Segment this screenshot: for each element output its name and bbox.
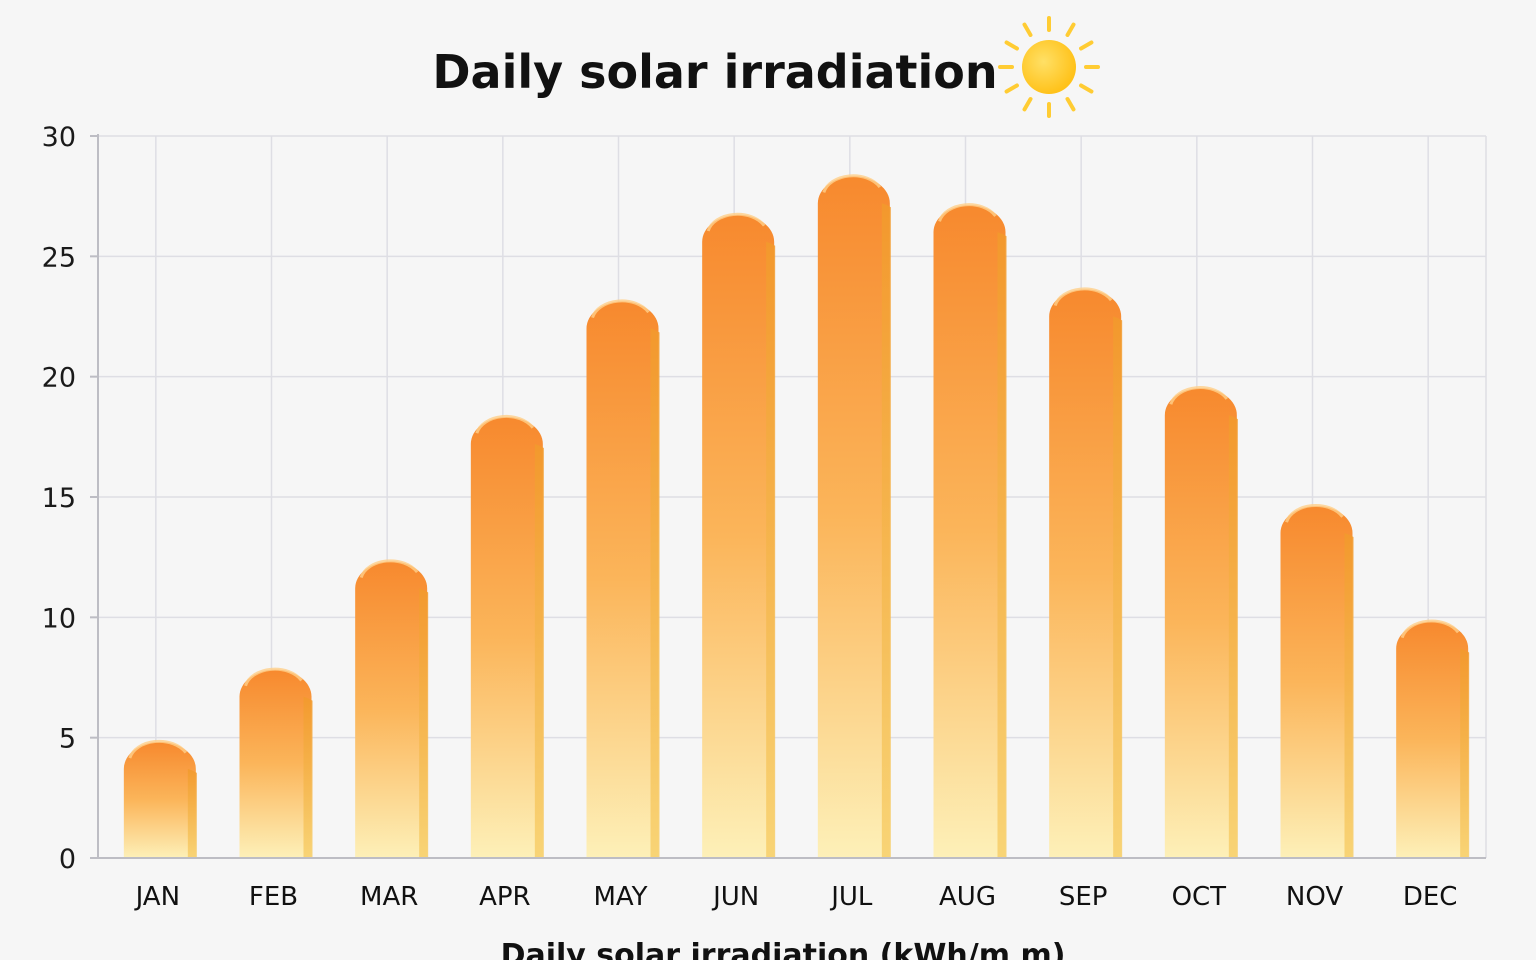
bar bbox=[1280, 504, 1354, 858]
bar-edge bbox=[419, 588, 429, 858]
x-tick-label: MAY bbox=[593, 882, 647, 912]
bar bbox=[470, 414, 544, 858]
bar-cap bbox=[244, 667, 303, 687]
x-tick-label: FEB bbox=[249, 882, 298, 912]
bar-body bbox=[355, 561, 428, 858]
bar-cap bbox=[706, 212, 766, 232]
x-tick-label: DEC bbox=[1403, 882, 1458, 912]
bar-body bbox=[1049, 289, 1122, 858]
bar bbox=[239, 667, 313, 858]
x-tick-label: APR bbox=[479, 882, 531, 912]
sun-ray bbox=[1022, 22, 1033, 37]
bar-edge bbox=[766, 241, 776, 858]
bar bbox=[355, 559, 429, 858]
bar bbox=[1396, 619, 1470, 858]
y-tick-label: 10 bbox=[42, 603, 76, 634]
x-tick-label: MAR bbox=[360, 882, 418, 912]
bar-edge bbox=[1344, 533, 1354, 858]
bar-cap bbox=[359, 559, 419, 579]
bar-body bbox=[1164, 388, 1237, 858]
x-tick-label: JUL bbox=[829, 882, 873, 912]
sun-ray bbox=[1079, 40, 1094, 51]
bar-edge bbox=[303, 696, 313, 858]
chart-title: Daily solar irradiation bbox=[432, 45, 997, 99]
sun-ray bbox=[1004, 40, 1019, 51]
bar-edge bbox=[997, 232, 1007, 858]
bar-cap bbox=[1285, 504, 1344, 523]
bar-cap bbox=[475, 414, 535, 434]
bar bbox=[817, 174, 891, 858]
bar-cap bbox=[1053, 287, 1113, 307]
x-tick-label: NOV bbox=[1286, 882, 1343, 912]
sun-ray bbox=[1079, 83, 1094, 94]
bar-cap bbox=[938, 203, 997, 222]
sun-icon bbox=[998, 16, 1100, 118]
bar-body bbox=[702, 214, 775, 858]
bar bbox=[1164, 386, 1238, 858]
x-tick-label: SEP bbox=[1059, 882, 1108, 912]
x-tick-label: AUG bbox=[939, 882, 996, 912]
bar-cap bbox=[1400, 619, 1460, 639]
sun-ray bbox=[1004, 83, 1019, 94]
bar-edge bbox=[1228, 415, 1238, 858]
x-axis-ticks: JAN FEB MAR APR MAY JUN JUL AUG SEP OCT NOV DEC bbox=[134, 882, 1458, 912]
bar-edge bbox=[650, 328, 660, 858]
bar bbox=[123, 739, 197, 858]
x-tick-label: JAN bbox=[134, 882, 180, 912]
sun-ray bbox=[1065, 22, 1076, 37]
x-axis-label: Daily solar irradiation (kWh/m m) bbox=[501, 938, 1066, 960]
y-tick-label: 20 bbox=[42, 363, 76, 394]
y-axis-ticks: 0 5 10 15 20 25 30 bbox=[42, 122, 98, 875]
sun-ray bbox=[1022, 97, 1033, 112]
y-tick-label: 5 bbox=[59, 724, 76, 755]
y-tick-label: 25 bbox=[42, 242, 76, 273]
sun-ray bbox=[1065, 97, 1076, 112]
x-tick-label: JUN bbox=[711, 882, 759, 912]
bar-body bbox=[1396, 621, 1469, 858]
bar-edge bbox=[1113, 316, 1123, 858]
y-tick-label: 30 bbox=[42, 122, 76, 153]
bars bbox=[123, 174, 1470, 858]
bar-body bbox=[933, 205, 1006, 858]
bar-edge bbox=[881, 203, 891, 858]
y-tick-label: 0 bbox=[59, 844, 76, 875]
bar-body bbox=[470, 416, 543, 858]
bar-body bbox=[817, 176, 890, 858]
y-tick-label: 15 bbox=[42, 483, 76, 514]
bar-body bbox=[1280, 506, 1353, 858]
bar bbox=[586, 299, 660, 858]
bar-body bbox=[123, 741, 196, 858]
bar-cap bbox=[591, 299, 650, 319]
bar-cap bbox=[822, 174, 882, 194]
bar-cap bbox=[1169, 386, 1229, 405]
bar-edge bbox=[187, 768, 197, 858]
bar-cap bbox=[128, 739, 188, 759]
bar-edge bbox=[1460, 648, 1470, 858]
bar bbox=[1049, 287, 1123, 858]
sun-disc bbox=[1022, 40, 1076, 94]
bar bbox=[702, 212, 776, 858]
bar bbox=[933, 203, 1007, 858]
x-tick-label: OCT bbox=[1172, 882, 1227, 912]
bar-body bbox=[239, 669, 312, 858]
bar-body bbox=[586, 301, 659, 858]
bar-edge bbox=[534, 443, 544, 858]
